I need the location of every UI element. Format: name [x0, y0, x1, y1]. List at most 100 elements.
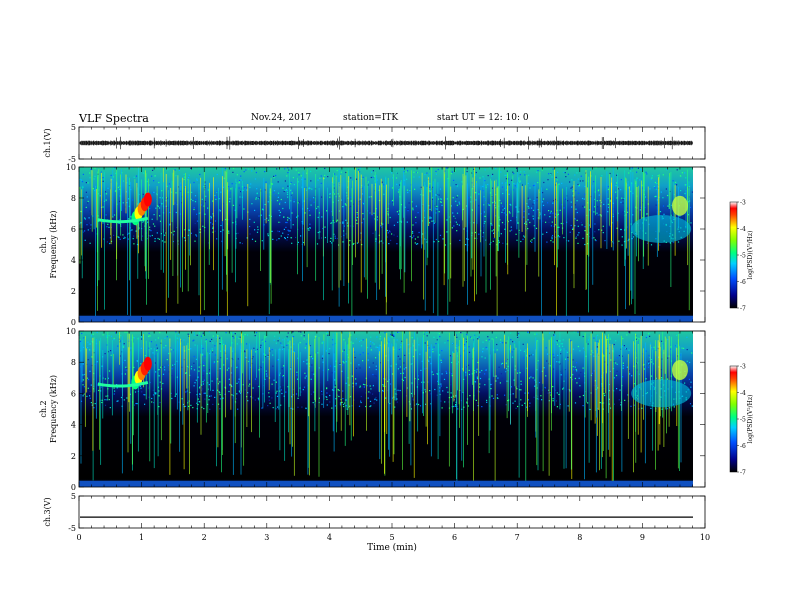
psd-speckle	[344, 203, 346, 205]
psd-speckle	[161, 190, 163, 192]
psd-speckle	[658, 356, 660, 358]
psd-speckle	[83, 393, 85, 395]
psd-speckle	[102, 334, 104, 336]
psd-speckle	[358, 405, 361, 407]
psd-speckle	[581, 197, 584, 200]
psd-speckle	[543, 181, 545, 184]
psd-speckle	[619, 389, 621, 391]
psd-speckle	[438, 383, 440, 385]
colorbar-tick-label: -7	[740, 470, 746, 477]
psd-speckle	[313, 373, 315, 375]
psd-speckle	[426, 172, 428, 174]
ch1-waveform-trace	[79, 136, 693, 150]
psd-speckle	[577, 183, 579, 186]
psd-speckle	[635, 338, 637, 340]
psd-speckle	[110, 354, 112, 356]
psd-speckle	[451, 356, 453, 358]
psd-speckle	[329, 193, 331, 195]
psd-speckle	[616, 370, 618, 372]
psd-speckle	[444, 198, 446, 200]
psd-speckle	[602, 232, 604, 234]
psd-speckle	[408, 202, 410, 204]
psd-speckle	[429, 186, 431, 188]
psd-speckle	[287, 216, 289, 219]
psd-speckle	[576, 219, 578, 221]
psd-speckle	[387, 232, 389, 234]
psd-speckle	[560, 348, 562, 350]
psd-speckle	[198, 333, 200, 335]
psd-speckle	[550, 225, 552, 227]
psd-speckle	[393, 334, 395, 336]
psd-speckle	[155, 392, 157, 394]
psd-speckle	[466, 401, 468, 403]
psd-speckle	[259, 346, 261, 348]
psd-speckle	[491, 395, 493, 397]
psd-speckle	[547, 202, 549, 204]
psd-speckle	[272, 407, 274, 409]
psd-speckle	[584, 206, 586, 208]
psd-speckle	[200, 204, 202, 206]
psd-speckle	[84, 217, 86, 219]
psd-speckle	[394, 406, 396, 408]
psd-speckle	[628, 172, 630, 174]
psd-speckle	[435, 194, 437, 196]
psd-speckle	[364, 384, 366, 386]
psd-speckle	[593, 211, 595, 213]
psd-speckle	[655, 204, 657, 206]
psd-speckle	[453, 215, 455, 217]
psd-speckle	[167, 206, 169, 209]
psd-speckle	[304, 347, 306, 349]
psd-speckle	[331, 389, 334, 391]
psd-speckle	[198, 331, 200, 333]
psd-speckle	[284, 168, 286, 170]
psd-speckle	[256, 192, 258, 194]
psd-speckle	[524, 402, 526, 404]
psd-speckle	[496, 349, 498, 351]
psd-speckle	[363, 218, 365, 220]
psd-speckle	[660, 191, 662, 193]
psd-speckle	[449, 355, 451, 357]
psd-speckle	[482, 348, 484, 350]
psd-speckle	[194, 344, 196, 346]
psd-speckle	[309, 354, 311, 356]
psd-speckle	[159, 215, 161, 217]
psd-speckle	[159, 204, 161, 206]
psd-speckle	[587, 402, 589, 404]
psd-speckle	[405, 216, 407, 218]
psd-speckle	[563, 207, 565, 209]
psd-speckle	[287, 185, 289, 187]
psd-speckle	[262, 384, 265, 387]
psd-speckle	[354, 357, 356, 359]
psd-speckle	[362, 383, 365, 385]
psd-speckle	[82, 363, 84, 365]
psd-speckle	[367, 181, 369, 183]
psd-speckle	[431, 191, 433, 193]
psd-speckle	[484, 373, 486, 375]
psd-speckle	[130, 347, 132, 349]
psd-speckle	[455, 200, 457, 202]
psd-speckle	[607, 185, 609, 188]
psd-speckle	[202, 332, 204, 334]
psd-speckle	[342, 350, 344, 352]
psd-speckle	[85, 206, 87, 208]
psd-speckle	[663, 213, 665, 215]
psd-speckle	[276, 390, 278, 392]
psd-speckle	[204, 201, 206, 203]
psd-speckle	[528, 377, 531, 379]
psd-speckle	[82, 346, 85, 348]
psd-speckle	[532, 215, 534, 217]
psd-speckle	[123, 236, 125, 238]
psd-speckle	[519, 180, 521, 182]
psd-speckle	[652, 363, 654, 365]
psd-speckle	[149, 226, 151, 228]
psd-speckle	[481, 369, 483, 372]
psd-speckle	[140, 363, 142, 365]
psd-speckle	[87, 182, 89, 184]
psd-speckle	[445, 167, 448, 169]
psd-speckle	[215, 336, 217, 338]
psd-speckle	[505, 371, 507, 373]
psd-speckle	[420, 186, 422, 188]
psd-speckle	[105, 199, 107, 201]
psd-speckle	[317, 216, 319, 218]
psd-speckle	[347, 225, 349, 227]
